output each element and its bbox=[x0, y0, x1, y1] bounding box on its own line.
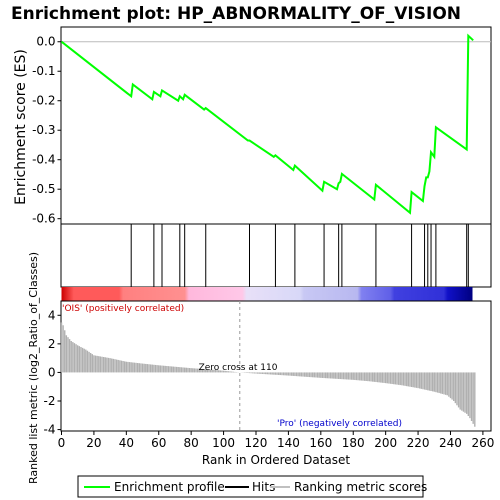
es-panel bbox=[60, 26, 492, 225]
es-tick-label: -0.2 bbox=[32, 94, 55, 108]
x-tick-label: 180 bbox=[342, 436, 365, 450]
metric-axis-ticks: 4 2 0 -2 -4 bbox=[44, 308, 62, 437]
es-axis-ticks: 0.0 -0.1 -0.2 -0.3 -0.4 -0.5 -0.6 bbox=[32, 35, 62, 226]
zero-cross-label: Zero cross at 110 bbox=[199, 363, 278, 373]
es-tick-label: -0.6 bbox=[32, 212, 55, 226]
x-tick-label: 140 bbox=[277, 436, 300, 450]
legend-box bbox=[77, 475, 424, 498]
metric-tick-label: -4 bbox=[44, 423, 56, 437]
chart-title: Enrichment plot: HP_ABNORMALITY_OF_VISIO… bbox=[11, 4, 461, 24]
metric-tick-label: -2 bbox=[44, 394, 56, 408]
metric-tick-label: 0 bbox=[48, 365, 56, 379]
es-tick-label: -0.5 bbox=[32, 182, 55, 196]
legend-profile-label: Enrichment profile bbox=[114, 480, 225, 494]
metric-axis-label: Ranked list metric (log2_Ratio_of_Classe… bbox=[27, 252, 40, 484]
x-tick-label: 260 bbox=[471, 436, 494, 450]
x-tick-label: 200 bbox=[374, 436, 397, 450]
metric-tick-label: 4 bbox=[48, 308, 56, 322]
legend: Enrichment profile Hits Ranking metric s… bbox=[77, 475, 427, 498]
x-tick-label: 220 bbox=[407, 436, 430, 450]
x-tick-label: 120 bbox=[245, 436, 268, 450]
x-tick-label: 80 bbox=[184, 436, 199, 450]
es-tick-label: -0.4 bbox=[32, 153, 55, 167]
hits-panel bbox=[60, 223, 492, 288]
x-axis-ticks: 0 20 40 60 80 100 120 140 160 180 200 220 240 260 bbox=[58, 431, 494, 450]
legend-metric-label: Ranking metric scores bbox=[294, 480, 427, 494]
es-axis-label: Enrichment score (ES) bbox=[13, 49, 29, 205]
x-tick-label: 60 bbox=[151, 436, 166, 450]
legend-hits-label: Hits bbox=[252, 480, 275, 494]
metric-tick-label: 2 bbox=[48, 337, 56, 351]
x-tick-label: 20 bbox=[86, 436, 101, 450]
es-tick-label: -0.1 bbox=[32, 64, 55, 78]
es-tick-label: 0.0 bbox=[36, 35, 55, 49]
enrichment-profile-line bbox=[60, 33, 474, 215]
metric-bars bbox=[60, 322, 476, 427]
x-tick-label: 240 bbox=[439, 436, 462, 450]
negative-label: 'Pro' (negatively correlated) bbox=[277, 419, 402, 429]
x-axis-label: Rank in Ordered Dataset bbox=[202, 453, 350, 467]
x-tick-label: 0 bbox=[58, 436, 66, 450]
x-tick-label: 160 bbox=[309, 436, 332, 450]
hit-lines bbox=[130, 224, 469, 287]
positive-label: 'OIS' (positively correlated) bbox=[62, 304, 184, 314]
rank-gradient-bar bbox=[61, 287, 473, 301]
es-tick-label: -0.3 bbox=[32, 123, 55, 137]
x-tick-label: 100 bbox=[212, 436, 235, 450]
x-tick-label: 40 bbox=[119, 436, 134, 450]
